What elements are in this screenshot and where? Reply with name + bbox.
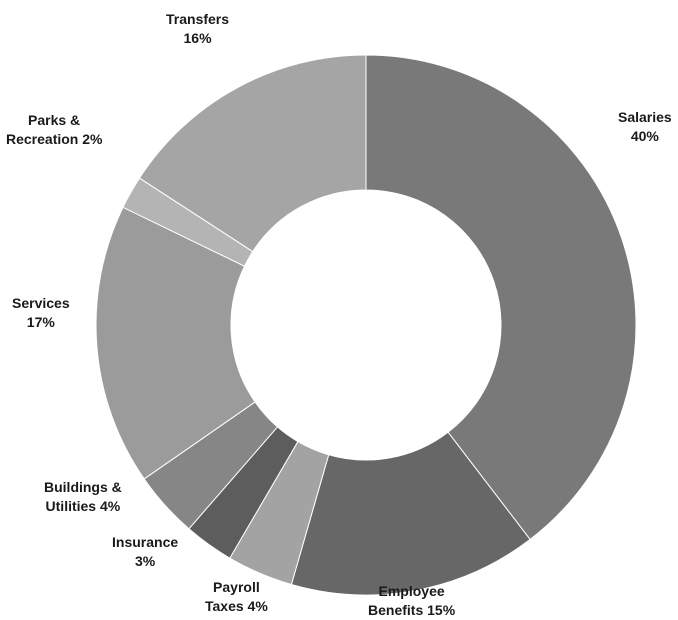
label-services-line2: 17% xyxy=(26,314,55,330)
label-payroll-taxes-line2: Taxes 4% xyxy=(205,598,268,614)
label-employee-benefits-line2: Benefits 15% xyxy=(368,602,456,618)
label-transfers-line1: Transfers xyxy=(166,11,230,27)
label-transfers: Transfers 16% xyxy=(166,10,229,48)
label-insurance: Insurance 3% xyxy=(112,533,178,571)
donut-slices xyxy=(95,54,637,596)
label-insurance-line1: Insurance xyxy=(112,534,179,550)
label-parks-recreation-line2: Recreation 2% xyxy=(6,131,103,147)
label-services: Services 17% xyxy=(12,294,70,332)
label-payroll-taxes-line1: Payroll xyxy=(213,579,260,595)
label-employee-benefits: Employee Benefits 15% xyxy=(368,582,455,620)
label-parks-recreation: Parks & Recreation 2% xyxy=(6,111,102,149)
slice-employee-benefits xyxy=(290,431,531,596)
label-buildings-utilities: Buildings & Utilities 4% xyxy=(44,478,122,516)
label-salaries-line2: 40% xyxy=(630,128,659,144)
label-transfers-line2: 16% xyxy=(183,30,212,46)
label-buildings-utilities-line2: Utilities 4% xyxy=(45,498,121,514)
slice-services xyxy=(95,206,256,480)
label-parks-recreation-line1: Parks & xyxy=(28,112,81,128)
label-payroll-taxes: Payroll Taxes 4% xyxy=(205,578,268,616)
slice-transfers xyxy=(138,54,367,253)
label-insurance-line2: 3% xyxy=(134,553,156,569)
slice-salaries xyxy=(365,54,637,541)
label-employee-benefits-line1: Employee xyxy=(378,583,445,599)
label-salaries-line1: Salaries xyxy=(618,109,672,125)
label-buildings-utilities-line1: Buildings & xyxy=(44,479,122,495)
label-salaries: Salaries 40% xyxy=(618,108,672,146)
label-services-line1: Services xyxy=(12,295,70,311)
